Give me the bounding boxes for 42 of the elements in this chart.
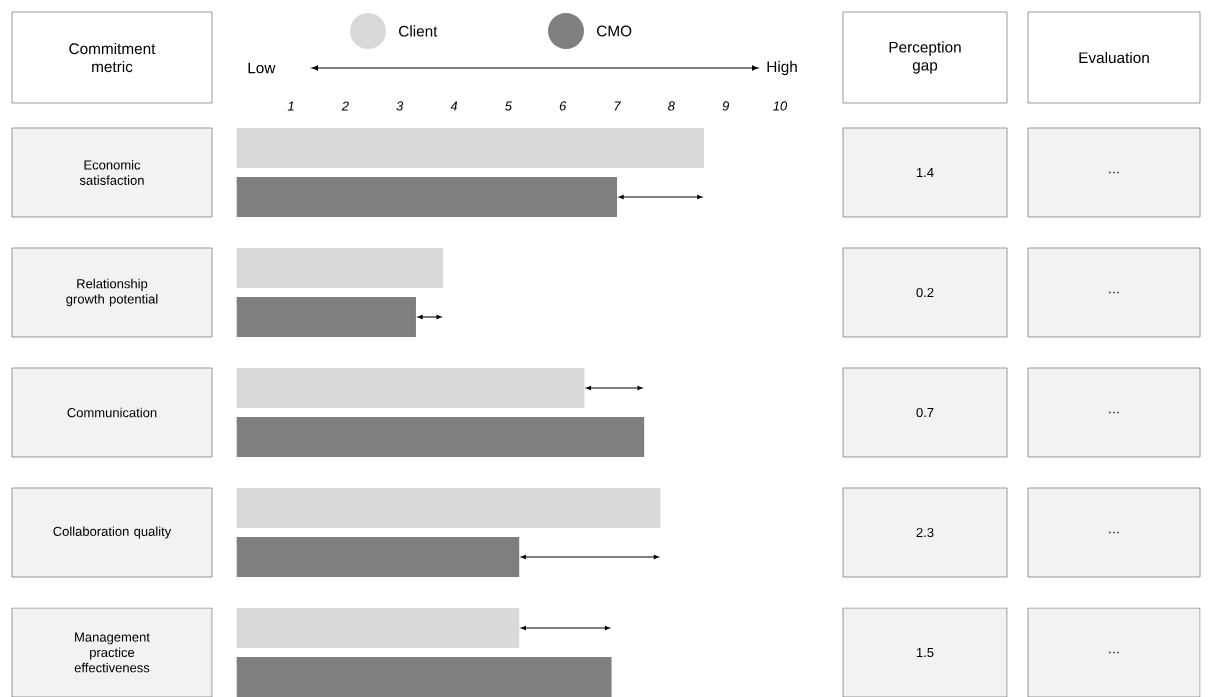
text: Evaluation [1079,51,1149,64]
bar [236,247,444,288]
bar [236,368,585,408]
text: … [1109,531,1119,534]
text: 0.7 [916,407,934,418]
text: High [767,60,797,76]
text: Perception gap [889,41,961,74]
bar [236,417,645,458]
y-tick-label: Relationship growth potential [66,278,158,307]
legend-label: Client [399,25,438,37]
bar [236,657,612,697]
x-tick-label: 2 [341,101,349,111]
text: 2.3 [916,527,934,538]
bar [236,127,704,168]
text: … [1109,171,1119,174]
x-tick-label: 6 [559,101,567,111]
x-tick-label: 9 [722,101,730,111]
y-tick-label: Management practice effectiveness [74,632,150,673]
y-tick-label: Collaboration quality [53,526,172,539]
x-tick-label: 3 [396,101,404,111]
text: … [1109,291,1119,294]
text: 1.4 [916,168,934,177]
bar [236,177,618,218]
bar [236,488,661,528]
y-tick-label: Economic satisfaction [79,160,144,185]
bar [236,608,520,648]
y-axis-title: Commitment metric [69,42,156,73]
x-tick-label: 1 [287,101,294,111]
x-tick-label: 4 [450,101,458,111]
x-tick-label: 10 [773,101,788,111]
x-tick-label: 7 [614,101,622,111]
text: 0.2 [916,287,934,298]
y-tick-label: Communication [67,407,157,418]
x-tick-label: 8 [668,101,675,111]
text: Low [248,62,276,74]
legend-label: CMO [597,25,632,37]
text: 1.5 [916,647,934,658]
text: … [1109,651,1119,654]
text: … [1109,411,1119,414]
bar [236,537,520,578]
bar [236,297,416,338]
x-tick-label: 5 [505,101,512,111]
